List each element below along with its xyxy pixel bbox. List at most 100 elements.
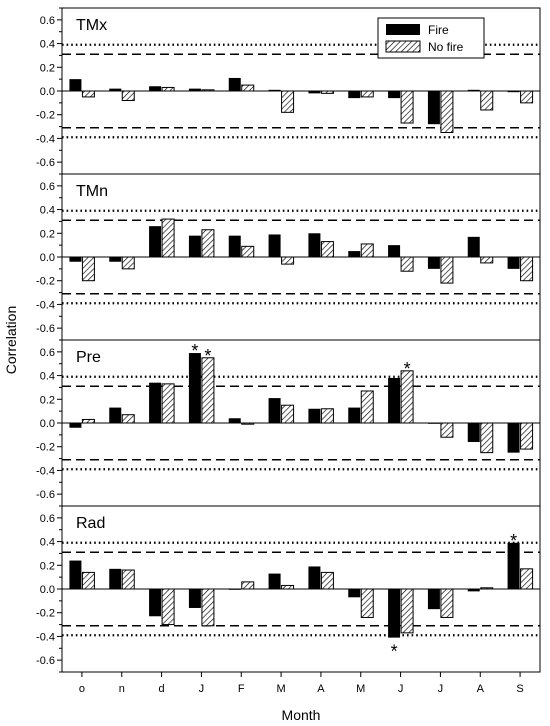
legend-swatch-nofire xyxy=(385,40,421,53)
bar-fire xyxy=(507,423,520,453)
bar-nofire xyxy=(161,86,175,92)
bar-fire xyxy=(69,79,82,91)
significance-star: * xyxy=(404,359,411,379)
panel-tmn: 0.6 0.4 0.2 0.0 -0.2 -0.4 -0.6 TMn xyxy=(36,173,541,341)
bar-fire xyxy=(388,91,401,99)
bar-nofire xyxy=(360,390,374,424)
bar-fire xyxy=(507,542,520,589)
bar-fire xyxy=(308,566,321,589)
bar-fire xyxy=(188,235,201,257)
bar-nofire xyxy=(201,357,215,424)
bar-nofire xyxy=(201,229,215,258)
bar-nofire xyxy=(121,256,135,270)
bar-nofire xyxy=(121,569,135,590)
bar-fire xyxy=(149,226,162,257)
significance-star: * xyxy=(204,346,211,366)
y-tick-label: 0.6 xyxy=(40,347,55,359)
y-tick-label: 0.4 xyxy=(40,371,55,383)
y-tick-label: -0.6 xyxy=(36,489,55,501)
bar-fire xyxy=(308,408,321,423)
bar-fire xyxy=(507,91,520,93)
significance-star: * xyxy=(191,341,198,361)
panel-title: Rad xyxy=(76,515,105,532)
panel-pre: 0.6 0.4 0.2 0.0 -0.2 -0.4 -0.6 * * * Pre xyxy=(36,339,541,507)
bar-nofire xyxy=(241,245,255,258)
y-tick-label: 0.2 xyxy=(40,228,55,240)
x-tick-label: F xyxy=(238,683,245,695)
bar-nofire xyxy=(161,218,175,258)
significance-star: * xyxy=(510,531,517,551)
bar-fire xyxy=(109,407,122,423)
bar-fire xyxy=(268,398,281,423)
bar-fire xyxy=(388,377,401,423)
bar-nofire xyxy=(161,383,175,424)
bar-fire xyxy=(467,423,480,442)
significance-star: * xyxy=(391,642,398,662)
panel-rad: 0.6 0.4 0.2 0.0 -0.2 -0.4 -0.6 * * Rad o n d J F M A M J J A… xyxy=(36,505,541,695)
x-tick-label: A xyxy=(317,683,325,695)
bar-fire xyxy=(69,257,82,262)
bar-fire xyxy=(188,88,201,91)
y-tick-label: -0.6 xyxy=(36,323,55,335)
bar-nofire xyxy=(520,422,534,450)
bar-fire xyxy=(109,88,122,91)
bar-nofire xyxy=(360,243,374,258)
bar-nofire xyxy=(360,90,374,98)
panels: 0.6 0.4 0.2 0.0 -0.2 -0.4 -0.6 TMx 0.6 0.4 0.2 0.0 -… xyxy=(36,7,541,695)
x-tick-label: J xyxy=(199,683,205,695)
bar-nofire xyxy=(440,588,454,618)
bar-nofire xyxy=(241,581,255,590)
y-tick-label: 0.6 xyxy=(40,15,55,27)
y-tick-label: -0.2 xyxy=(36,276,55,288)
bar-fire xyxy=(69,423,82,428)
bar-nofire xyxy=(520,568,534,590)
bar-nofire xyxy=(161,588,175,626)
bar-fire xyxy=(348,91,361,99)
bar-fire xyxy=(507,257,520,269)
bar-nofire xyxy=(400,588,414,634)
bar-fire xyxy=(467,89,480,91)
x-tick-label: M xyxy=(276,683,285,695)
x-tick-label: J xyxy=(438,683,444,695)
bar-nofire xyxy=(121,414,135,424)
x-tick-label: S xyxy=(516,683,523,695)
bar-fire xyxy=(149,382,162,423)
y-tick-label: 0.0 xyxy=(40,252,55,264)
y-tick-label: 0.4 xyxy=(40,537,55,549)
bar-fire xyxy=(308,91,321,94)
bar-nofire xyxy=(480,422,494,454)
bar-nofire xyxy=(360,588,374,618)
bar-nofire xyxy=(520,256,534,282)
bar-fire xyxy=(268,89,281,91)
panel-title: TMn xyxy=(76,183,108,200)
bar-nofire xyxy=(281,256,295,265)
bar-fire xyxy=(109,257,122,262)
bar-nofire xyxy=(440,422,454,438)
bar-nofire xyxy=(400,370,414,424)
bar-fire xyxy=(467,589,480,592)
bar-fire xyxy=(388,589,401,638)
panel-tmx: 0.6 0.4 0.2 0.0 -0.2 -0.4 -0.6 TMx xyxy=(36,7,541,175)
x-tick-label: M xyxy=(356,683,365,695)
bar-fire xyxy=(348,589,361,598)
bar-nofire xyxy=(440,256,454,284)
bar-nofire xyxy=(400,256,414,272)
panel-title: TMx xyxy=(76,17,107,34)
bar-nofire xyxy=(81,256,95,282)
bar-fire xyxy=(308,233,321,257)
bar-fire xyxy=(188,589,201,608)
bar-fire xyxy=(228,77,241,91)
bar-nofire xyxy=(281,90,295,113)
y-tick-label: 0.4 xyxy=(40,205,55,217)
bar-fire xyxy=(427,257,440,269)
x-tick-label: d xyxy=(159,683,165,695)
bar-nofire xyxy=(400,90,414,124)
x-tick-label: A xyxy=(477,683,485,695)
bar-fire xyxy=(149,86,162,91)
bar-nofire xyxy=(121,90,135,101)
bar-nofire xyxy=(320,571,334,590)
bar-fire xyxy=(228,589,241,590)
bar-fire xyxy=(467,236,480,257)
bar-nofire xyxy=(81,571,95,590)
